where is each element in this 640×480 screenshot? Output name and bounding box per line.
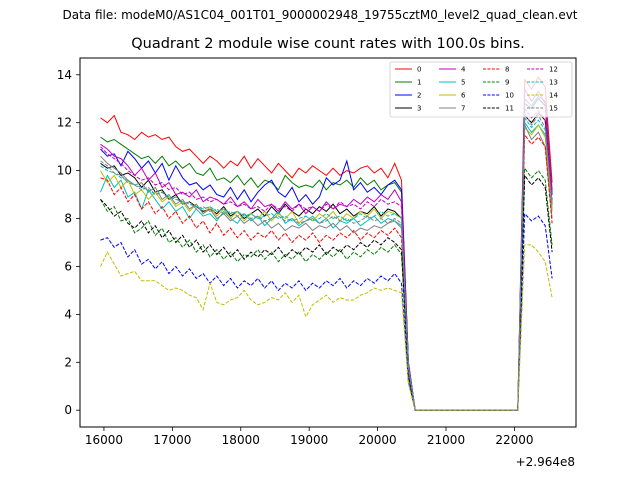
x-tick-label: 16000 bbox=[85, 433, 123, 447]
legend-label-14: 14 bbox=[549, 92, 558, 100]
legend-label-0: 0 bbox=[417, 66, 421, 74]
legend-label-12: 12 bbox=[549, 66, 558, 74]
y-tick-label: 4 bbox=[64, 307, 72, 321]
series-line-6 bbox=[100, 124, 553, 411]
y-tick-label: 14 bbox=[57, 68, 72, 82]
legend-label-5: 5 bbox=[461, 79, 465, 87]
x-tick-label: 18000 bbox=[222, 433, 260, 447]
legend-label-4: 4 bbox=[461, 66, 466, 74]
series-line-15 bbox=[100, 111, 553, 411]
legend-label-3: 3 bbox=[417, 105, 421, 113]
y-axis: 0 2 4 6 8 10 12 14 bbox=[57, 68, 80, 417]
legend-label-11: 11 bbox=[505, 105, 514, 113]
legend-label-9: 9 bbox=[505, 79, 509, 87]
legend-label-1: 1 bbox=[417, 79, 421, 87]
legend-label-2: 2 bbox=[417, 92, 421, 100]
y-tick-label: 12 bbox=[57, 116, 72, 130]
series-line-13 bbox=[100, 116, 553, 411]
plot-area bbox=[100, 76, 553, 411]
series-line-11 bbox=[100, 173, 553, 411]
file-label: Data file: modeM0/AS1C04_001T01_90000029… bbox=[62, 8, 578, 22]
legend-box bbox=[389, 61, 573, 118]
y-tick-label: 6 bbox=[64, 259, 72, 273]
series-line-3 bbox=[100, 112, 553, 411]
legend-label-10: 10 bbox=[505, 92, 514, 100]
x-tick-label: 17000 bbox=[153, 433, 191, 447]
legend-label-15: 15 bbox=[549, 105, 558, 113]
series-line-5 bbox=[100, 121, 553, 411]
y-tick-label: 0 bbox=[64, 403, 72, 417]
y-tick-label: 2 bbox=[64, 355, 72, 369]
y-tick-label: 10 bbox=[57, 164, 72, 178]
legend-label-13: 13 bbox=[549, 79, 558, 87]
x-tick-label: 22000 bbox=[495, 433, 533, 447]
axes-frame bbox=[79, 57, 577, 428]
x-offset-label: +2.964e8 bbox=[516, 455, 575, 469]
legend-label-7: 7 bbox=[461, 105, 465, 113]
legend-label-8: 8 bbox=[505, 66, 509, 74]
x-tick-label: 19000 bbox=[290, 433, 328, 447]
series-line-14 bbox=[100, 244, 553, 411]
series-line-0 bbox=[100, 76, 553, 411]
x-tick-label: 20000 bbox=[359, 433, 397, 447]
legend-label-6: 6 bbox=[461, 92, 466, 100]
series-line-12 bbox=[100, 106, 553, 411]
x-axis: 16000 17000 18000 19000 20000 21000 22000 bbox=[85, 427, 534, 447]
chart-title: Quadrant 2 module wise count rates with … bbox=[131, 36, 525, 52]
y-tick-label: 8 bbox=[64, 212, 72, 226]
series-line-7 bbox=[100, 124, 553, 411]
series-line-10 bbox=[100, 212, 553, 411]
x-tick-label: 21000 bbox=[427, 433, 465, 447]
series-line-1 bbox=[100, 95, 553, 411]
